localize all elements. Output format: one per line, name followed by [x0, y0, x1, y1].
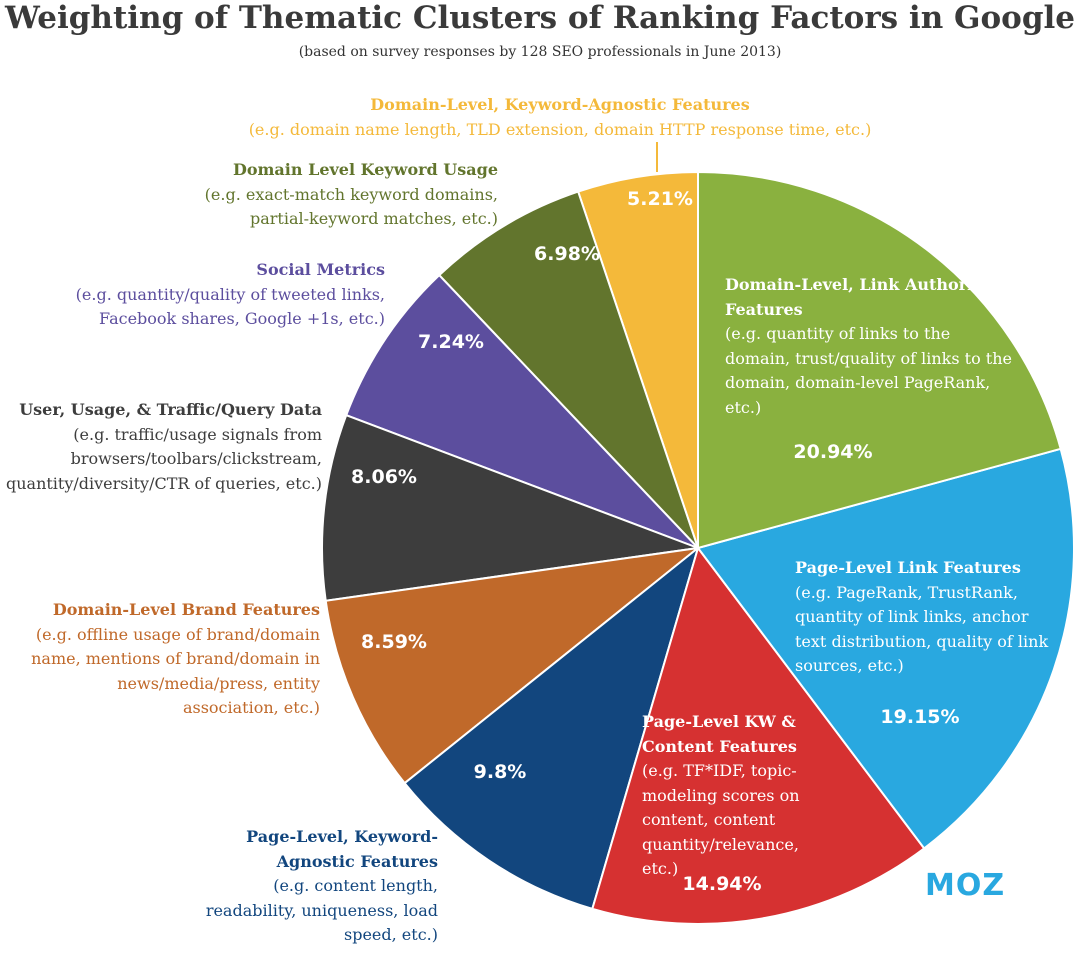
slice-description: (e.g. quantity/quality of tweeted links,…	[75, 284, 385, 329]
value-label: 8.06%	[351, 466, 417, 488]
slice-description: (e.g. offline usage of brand/domain name…	[31, 624, 320, 718]
slice-name: Domain-Level, Link Authority Features	[725, 275, 990, 319]
slice-name: User, Usage, & Traffic/Query Data	[19, 400, 322, 419]
pie-slice	[591, 545, 926, 925]
slice-label: Domain Level Keyword Usage (e.g. exact-ma…	[148, 158, 498, 232]
slice-description: (e.g. TF*IDF, topic-modeling scores on c…	[642, 761, 800, 878]
chart-title: Weighting of Thematic Clusters of Rankin…	[4, 0, 1076, 36]
value-label: 14.94%	[682, 873, 762, 895]
value-label: 19.15%	[880, 706, 960, 728]
slice-label: Page-Level Link Features (e.g. PageRank, …	[795, 556, 1060, 679]
slice-description: (e.g. domain name length, TLD extension,…	[248, 119, 872, 139]
slice-name: Domain Level Keyword Usage	[232, 160, 498, 179]
slice-description: (e.g. content length, readability, uniqu…	[205, 876, 438, 944]
slice-name: Domain-Level, Keyword-Agnostic Features	[370, 95, 750, 114]
value-label: 9.8%	[473, 761, 527, 783]
slice-name: Social Metrics	[256, 260, 385, 279]
slice-name: Page-Level Link Features	[795, 558, 1021, 577]
pie-slice	[324, 546, 702, 785]
slice-name: Domain-Level Brand Features	[52, 600, 320, 619]
slice-label: Page-Level, Keyword-Agnostic Features (e.…	[198, 825, 438, 948]
slice-description: (e.g. PageRank, TrustRank, quantity of l…	[795, 582, 1049, 676]
pie-slice	[437, 190, 699, 549]
pie-slice	[321, 413, 699, 602]
slice-label: Social Metrics (e.g. quantity/quality of …	[25, 258, 385, 332]
slice-label: User, Usage, & Traffic/Query Data (e.g. t…	[0, 398, 322, 496]
pie-slice	[403, 545, 700, 911]
value-label: 5.21%	[627, 188, 693, 210]
value-label: 8.59%	[361, 631, 427, 653]
slice-description: (e.g. quantity of links to the domain, t…	[725, 324, 1012, 417]
slice-description: (e.g. exact-match keyword domains, parti…	[204, 184, 498, 229]
value-label: 6.98%	[534, 243, 600, 265]
slice-description: (e.g. traffic/usage signals from browser…	[5, 424, 322, 493]
slice-name: Page-Level KW & Content Features	[642, 712, 797, 756]
slice-label: Domain-Level, Keyword-Agnostic Features (…	[200, 93, 920, 142]
pie-slice	[344, 273, 699, 549]
logo: MOZ	[925, 868, 1006, 903]
slice-label: Domain-Level Brand Features (e.g. offline…	[20, 598, 320, 721]
pie-slice	[696, 447, 1075, 850]
value-label: 20.94%	[793, 441, 873, 463]
chart-subtitle: (based on survey responses by 128 SEO pr…	[298, 44, 782, 60]
slice-label: Domain-Level, Link Authority Features (e.…	[725, 273, 1015, 420]
pie-slice	[697, 170, 1062, 550]
value-label: 7.24%	[418, 331, 484, 353]
slice-label: Page-Level KW & Content Features (e.g. TF…	[642, 710, 832, 882]
slice-name: Page-Level, Keyword-Agnostic Features	[246, 827, 438, 871]
